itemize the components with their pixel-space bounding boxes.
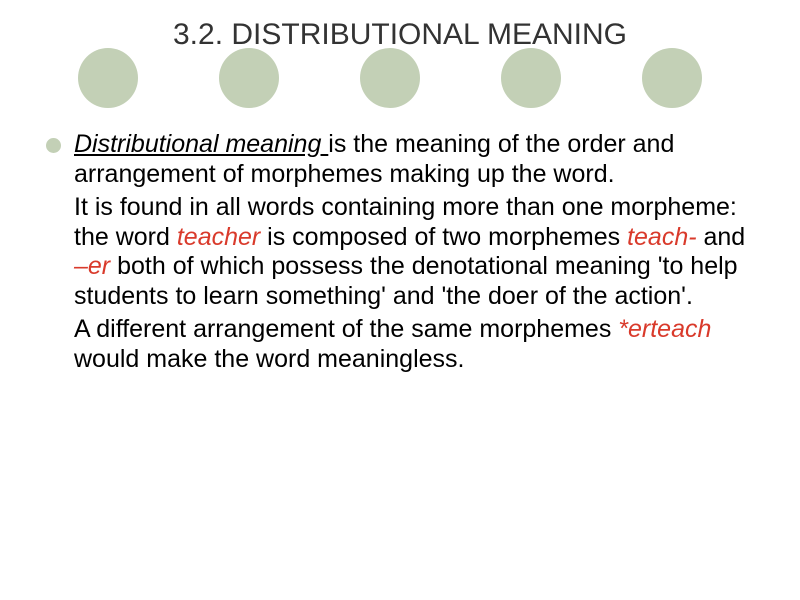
p2-b: is composed of two morphemes [260, 223, 627, 251]
circle-5 [642, 48, 702, 108]
defined-term: Distributional meaning [74, 130, 328, 158]
bullet-icon [46, 138, 61, 153]
p2-c: and [697, 223, 746, 251]
slide-content: Distributional meaning is the meaning of… [46, 130, 760, 378]
paragraph-3: A different arrangement of the same morp… [46, 315, 760, 374]
word-erteach: *erteach [618, 315, 711, 343]
decorative-circles [0, 48, 800, 118]
word-teacher: teacher [177, 223, 260, 251]
circle-4 [501, 48, 561, 108]
paragraph-2: It is found in all words containing more… [46, 193, 760, 311]
p2-d: both of which possess the denotational m… [74, 252, 738, 310]
paragraph-1: Distributional meaning is the meaning of… [46, 130, 760, 189]
circle-2 [219, 48, 279, 108]
p3-a: A different arrangement of the same morp… [74, 315, 618, 343]
word-er: –er [74, 252, 110, 280]
circle-1 [78, 48, 138, 108]
circle-3 [360, 48, 420, 108]
word-teach: teach- [627, 223, 696, 251]
p3-b: would make the word meaningless. [74, 345, 464, 373]
